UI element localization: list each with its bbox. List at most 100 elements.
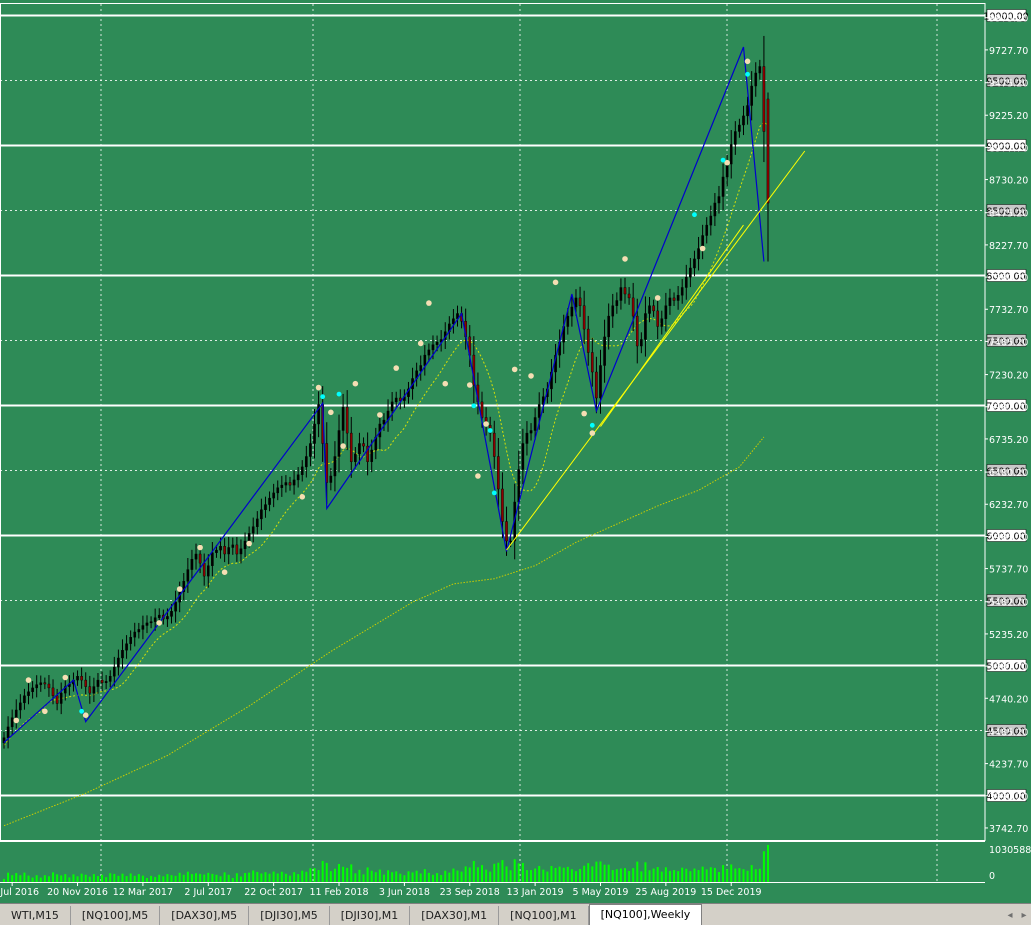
y-tick-label: 9225.20 — [989, 111, 1028, 122]
volume-bar — [431, 874, 434, 882]
candle-body — [586, 328, 590, 353]
x-tick-label: 15 Dec 2019 — [701, 887, 762, 898]
volume-bar — [464, 866, 467, 882]
x-tick-label: 22 Oct 2017 — [244, 887, 303, 898]
candle-body — [697, 248, 700, 260]
candle-body — [63, 686, 67, 694]
candle-body — [108, 676, 112, 682]
volume-bar — [460, 871, 463, 882]
volume-bar — [35, 875, 38, 882]
volume-bar — [297, 874, 300, 882]
tab-wti-m15[interactable]: WTI,M15 — [0, 906, 71, 925]
candle-body — [497, 456, 500, 490]
candle-body — [276, 487, 280, 494]
volume-bar — [452, 868, 455, 882]
ma-long-line — [3, 436, 765, 827]
y-tick-label: 4740.20 — [989, 694, 1028, 705]
signal-marker-cream — [724, 159, 730, 166]
volume-bar — [92, 874, 95, 882]
signal-marker-cream — [744, 58, 751, 65]
volume-bar — [268, 873, 271, 882]
candle-body — [746, 105, 749, 117]
candle-body — [570, 306, 574, 317]
volume-bar — [109, 873, 112, 882]
scroll-right-icon[interactable]: ▸ — [1021, 910, 1027, 921]
volume-bar — [19, 875, 22, 882]
y-tick-label: 8227.70 — [989, 241, 1028, 252]
signal-marker-cream — [511, 366, 518, 373]
candle-body — [268, 497, 271, 505]
volume-bar — [636, 861, 639, 882]
candle-body — [219, 546, 222, 551]
volume-bar — [211, 873, 214, 882]
volume-bar — [154, 876, 157, 882]
plot-frame — [0, 3, 986, 841]
volume-bar — [227, 874, 230, 882]
volume-bar — [399, 873, 402, 882]
y-tick-label: 8475.20 — [989, 209, 1028, 220]
volume-bar — [235, 873, 238, 882]
volume-bar — [31, 877, 34, 882]
signal-marker-cream — [377, 412, 383, 418]
scroll-left-icon[interactable]: ◂ — [1007, 910, 1013, 921]
volume-bar — [505, 866, 508, 882]
tab-nq100-m1[interactable]: [NQ100],M1 — [499, 906, 589, 925]
volume-bar — [280, 871, 283, 882]
signal-marker-cream — [246, 540, 252, 547]
tab-dji30-m5[interactable]: [DJI30],M5 — [249, 906, 330, 925]
volume-bar — [554, 867, 557, 882]
y-tick-label: 8730.20 — [989, 176, 1028, 187]
signal-marker-cream — [13, 717, 20, 724]
volume-bar — [88, 876, 91, 882]
volume-bar — [113, 873, 116, 882]
price-chart[interactable]: 10000.00 9500.00 9000.00 8500.00 8000.00 7500… — [0, 0, 1031, 903]
volume-bar — [195, 873, 198, 882]
volume-bar — [415, 870, 418, 882]
candle-body — [607, 315, 610, 338]
tab-nq100-m5[interactable]: [NQ100],M5 — [71, 906, 161, 925]
moving-average — [3, 121, 769, 827]
candle-body — [480, 401, 484, 418]
volume-bar — [72, 874, 75, 882]
candle-body — [419, 365, 423, 371]
candle-body — [2, 737, 6, 744]
candle-body — [725, 163, 729, 178]
x-tick-label: 11 Feb 2018 — [309, 887, 368, 898]
y-tick-label: 3742.70 — [989, 824, 1028, 835]
candle-body — [96, 679, 100, 687]
candle-body — [247, 533, 251, 542]
candle-body — [382, 419, 386, 425]
candle-body — [680, 287, 684, 296]
x-tick-label: 13 Jan 2019 — [507, 887, 564, 898]
volume-bar — [387, 870, 390, 882]
volume-bar — [489, 871, 492, 882]
candle-body — [202, 562, 206, 577]
volume-bar — [252, 870, 255, 882]
tab-dax30-m5[interactable]: [DAX30],M5 — [160, 906, 250, 925]
signal-marker-cream — [622, 256, 628, 262]
candle-body — [243, 540, 247, 549]
price-level-label-box — [986, 139, 1027, 152]
tab-dax30-m1[interactable]: [DAX30],M1 — [410, 906, 500, 925]
candle-body — [260, 509, 263, 520]
signal-marker-cyan — [320, 394, 326, 400]
volume-bar — [284, 873, 287, 882]
x-tick-label: 5 May 2019 — [573, 887, 629, 898]
signal-marker-cream — [221, 569, 228, 575]
tab-dji30-m1[interactable]: [DJI30],M1 — [330, 906, 411, 925]
signal-markers — [13, 58, 751, 724]
candle-body — [492, 432, 496, 457]
volume-bar — [239, 876, 242, 882]
candle-body — [656, 310, 659, 327]
candle-body — [215, 549, 218, 553]
candle-body — [121, 650, 124, 659]
volume-bar — [411, 872, 414, 882]
candle-body — [141, 625, 145, 630]
tab-nq100-weekly[interactable]: [NQ100],Weekly — [588, 904, 703, 925]
price-level-label: 6500.00 — [986, 467, 1025, 478]
candle-body — [272, 492, 275, 499]
candle-body — [566, 315, 570, 327]
candle-body — [170, 611, 173, 617]
candle-body — [615, 300, 619, 306]
y-tick-label: 6232.70 — [989, 500, 1028, 511]
